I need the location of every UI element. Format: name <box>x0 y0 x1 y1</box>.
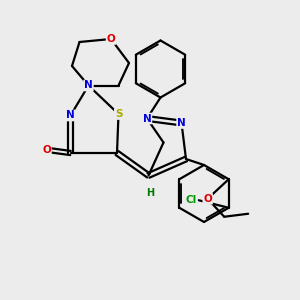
Text: O: O <box>106 34 116 44</box>
Text: Cl: Cl <box>186 195 197 205</box>
Text: N: N <box>84 80 93 91</box>
Text: H: H <box>146 188 154 199</box>
Text: O: O <box>203 194 212 204</box>
Text: O: O <box>42 145 51 155</box>
Text: N: N <box>142 113 152 124</box>
Text: N: N <box>177 118 186 128</box>
Text: S: S <box>115 109 122 119</box>
Text: N: N <box>66 110 75 121</box>
